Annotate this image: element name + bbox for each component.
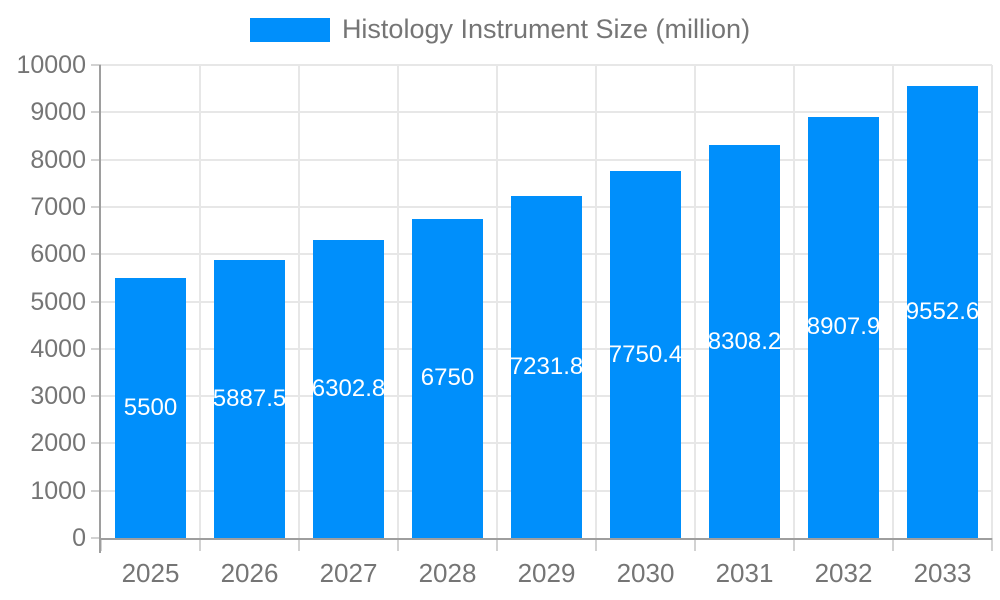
- gridline-vertical: [595, 65, 597, 538]
- bar-2032[interactable]: [808, 116, 879, 538]
- chart-legend[interactable]: Histology Instrument Size (million): [0, 14, 1000, 45]
- x-axis-tick: [298, 538, 300, 551]
- bar-value-label: 5500: [123, 393, 178, 421]
- x-axis-tick: [496, 538, 498, 551]
- x-axis-label: 2031: [715, 558, 774, 588]
- x-axis-label: 2026: [220, 558, 279, 588]
- y-axis-tick: [91, 442, 101, 445]
- x-axis-tick: [793, 538, 795, 551]
- gridline-vertical: [793, 65, 795, 538]
- y-axis-label: 4000: [30, 334, 86, 363]
- bar-2031[interactable]: [709, 145, 780, 538]
- y-axis-tick: [91, 64, 101, 66]
- y-axis-label: 10000: [16, 51, 86, 79]
- x-axis-tick: [892, 538, 894, 551]
- y-axis-tick: [91, 395, 101, 398]
- bar-value-label: 8308.2: [707, 327, 782, 355]
- y-axis-label: 6000: [30, 240, 86, 269]
- x-axis-label: 2025: [121, 558, 180, 588]
- y-axis-label: 3000: [30, 382, 86, 411]
- bar-2027[interactable]: [313, 239, 384, 538]
- bar-value-label: 9552.6: [905, 298, 980, 326]
- x-axis-tick: [397, 538, 399, 551]
- x-axis-tick: [595, 538, 597, 551]
- bar-value-label: 5887.5: [212, 384, 287, 412]
- x-axis-label: 2033: [913, 558, 972, 588]
- gridline-horizontal: [101, 158, 992, 161]
- x-axis-label: 2032: [814, 558, 873, 588]
- y-axis-label: 2000: [30, 429, 86, 458]
- y-axis-tick: [91, 253, 101, 256]
- y-axis-label: 5000: [30, 287, 86, 316]
- bar-2025[interactable]: [115, 277, 186, 538]
- y-axis-tick: [91, 537, 101, 539]
- bar-2028[interactable]: [412, 218, 483, 538]
- bar-2029[interactable]: [511, 195, 582, 538]
- x-axis-tick: [100, 538, 102, 551]
- legend-label: Histology Instrument Size (million): [341, 14, 751, 44]
- y-axis-tick: [91, 347, 101, 350]
- gridline-vertical: [298, 65, 300, 538]
- bar-2026[interactable]: [214, 259, 285, 538]
- bar-value-label: 6750: [420, 364, 475, 392]
- bar-value-label: 6302.8: [311, 374, 386, 402]
- x-axis-label: 2028: [418, 558, 477, 588]
- x-axis-label: 2029: [517, 558, 576, 588]
- gridline-vertical: [694, 65, 696, 538]
- gridline-vertical: [991, 65, 993, 538]
- gridline-vertical: [496, 65, 498, 538]
- bar-value-label: 7750.4: [608, 340, 683, 368]
- x-axis-label: 2030: [616, 558, 675, 588]
- gridline-vertical: [892, 65, 894, 538]
- y-axis-label: 0: [72, 524, 86, 552]
- bar-value-label: 8907.9: [806, 313, 881, 341]
- y-axis-label: 9000: [30, 98, 86, 127]
- y-axis-tick: [91, 205, 101, 208]
- x-axis-tick: [694, 538, 696, 551]
- gridline-horizontal: [101, 111, 992, 114]
- x-axis-label: 2027: [319, 558, 378, 588]
- y-axis-line: [99, 65, 101, 553]
- gridline-vertical: [397, 65, 399, 538]
- x-axis-tick: [991, 538, 993, 551]
- y-axis-tick: [91, 300, 101, 303]
- x-axis-line: [101, 538, 992, 540]
- y-axis-label: 1000: [30, 476, 86, 505]
- y-axis-label: 8000: [30, 145, 86, 174]
- y-axis-label: 7000: [30, 192, 86, 221]
- y-axis-tick: [91, 489, 101, 492]
- gridline-horizontal: [101, 64, 992, 66]
- y-axis-tick: [91, 111, 101, 114]
- y-axis-tick: [91, 158, 101, 161]
- bar-2030[interactable]: [610, 171, 681, 538]
- gridline-vertical: [199, 65, 201, 538]
- bar-value-label: 7231.8: [509, 352, 584, 380]
- x-axis-tick: [199, 538, 201, 551]
- legend-marker: [249, 17, 330, 42]
- bar-2033[interactable]: [907, 86, 978, 538]
